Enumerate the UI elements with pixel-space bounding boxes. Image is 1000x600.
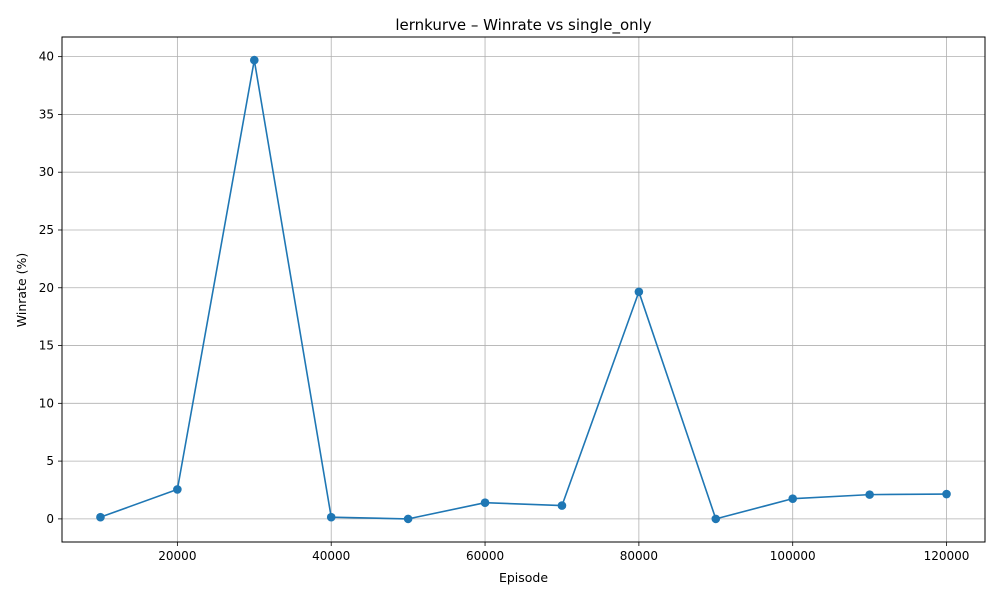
y-axis-label: Winrate (%) bbox=[14, 253, 29, 327]
x-tick-label: 100000 bbox=[770, 549, 816, 563]
y-tick-label: 25 bbox=[39, 223, 54, 237]
y-tick-label: 15 bbox=[39, 339, 54, 353]
series-layer bbox=[96, 55, 951, 524]
x-tick-label: 20000 bbox=[158, 549, 196, 563]
y-tick-label: 10 bbox=[39, 396, 54, 410]
x-tick-label: 80000 bbox=[620, 549, 658, 563]
data-point bbox=[557, 501, 567, 510]
data-point bbox=[865, 490, 874, 499]
y-tick-label: 0 bbox=[46, 512, 54, 526]
y-tick-label: 35 bbox=[39, 107, 54, 121]
grid-lines bbox=[62, 37, 985, 542]
x-tick-label: 120000 bbox=[924, 549, 970, 563]
x-tick-label: 40000 bbox=[312, 549, 350, 563]
plot-frame bbox=[61, 36, 986, 543]
data-point bbox=[711, 514, 721, 524]
axis-ticks: 20000 40000 60000 80000 100000 120000 0 5 10 15 20… bbox=[39, 50, 970, 563]
y-tick-label: 20 bbox=[39, 281, 54, 295]
series-line bbox=[100, 59, 947, 520]
data-point bbox=[634, 287, 644, 297]
data-point bbox=[96, 512, 105, 522]
data-point bbox=[788, 494, 798, 503]
data-point bbox=[326, 512, 336, 522]
y-tick-label: 30 bbox=[39, 165, 54, 179]
chart-title: lernkurve – Winrate vs single_only bbox=[395, 16, 651, 35]
y-tick-label: 40 bbox=[39, 50, 54, 64]
data-point bbox=[249, 55, 259, 65]
data-point bbox=[480, 498, 490, 508]
data-point bbox=[403, 514, 413, 524]
y-tick-label: 5 bbox=[46, 454, 54, 468]
data-point bbox=[942, 489, 951, 499]
x-tick-label: 60000 bbox=[466, 549, 504, 563]
data-point bbox=[173, 485, 182, 494]
x-axis-label: Episode bbox=[499, 570, 548, 585]
